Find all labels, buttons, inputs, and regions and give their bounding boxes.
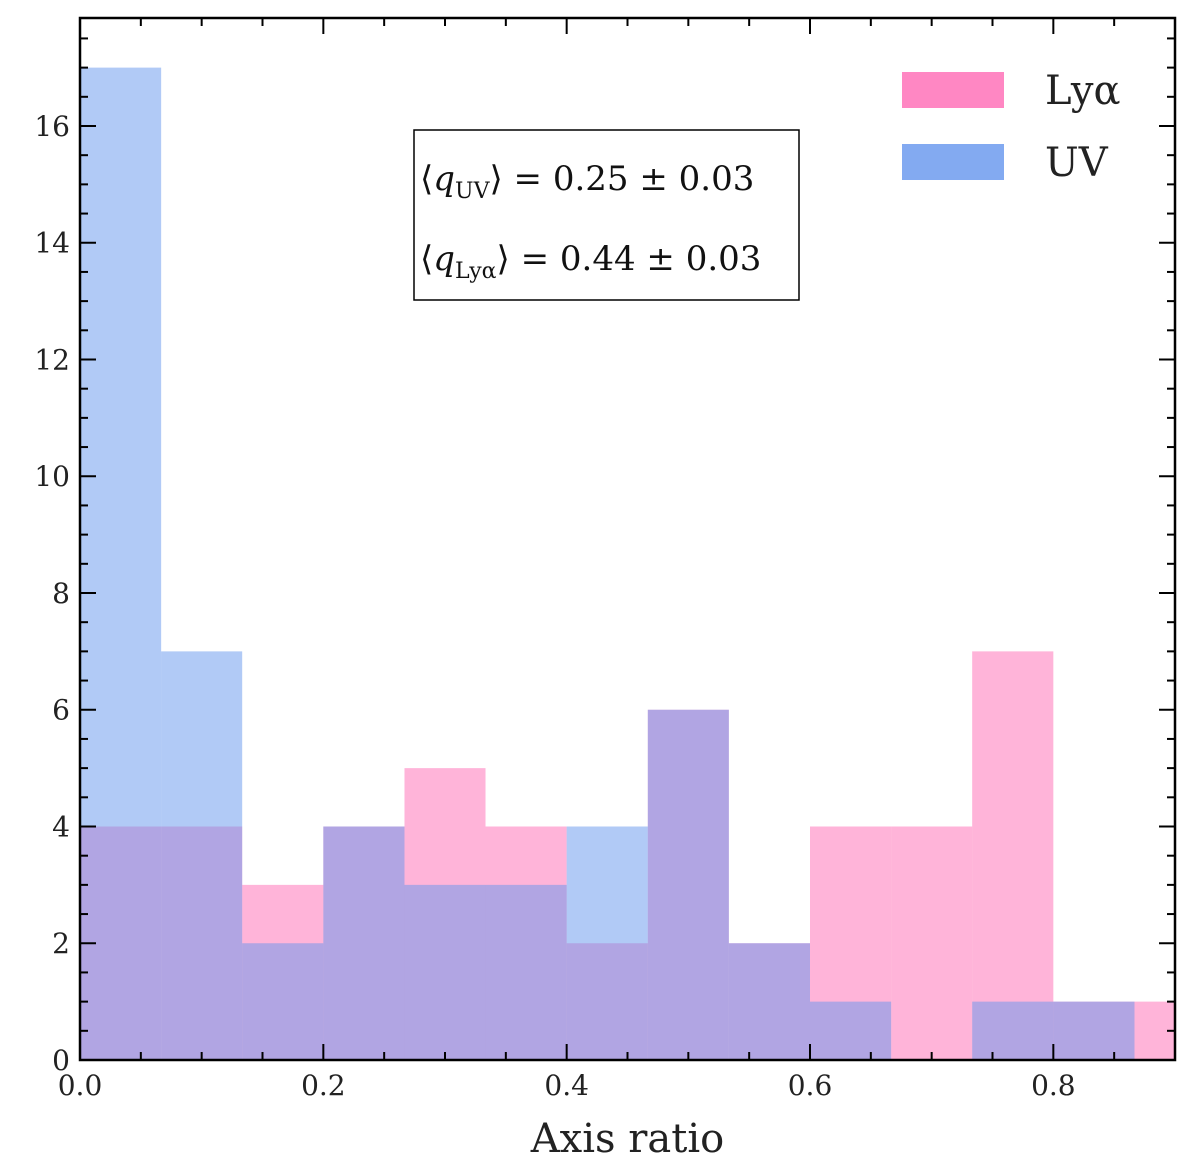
bar-lya-11 (972, 651, 1054, 1060)
bar-uv-6 (566, 826, 648, 1060)
y-tick-label-2: 4 (52, 810, 70, 843)
legend-label-uv: UV (1045, 140, 1109, 186)
bar-lya-10 (891, 826, 973, 1060)
x-tick-label-1: 0.2 (301, 1069, 346, 1102)
axis-ticks (79, 18, 1176, 1061)
bar-uv-0 (80, 67, 162, 1060)
x-tick-label-3: 0.6 (788, 1069, 833, 1102)
y-tick-label-4: 8 (52, 577, 70, 610)
y-tick-label-3: 6 (52, 694, 70, 727)
bar-uv-12 (1053, 1001, 1135, 1060)
y-tick-label-8: 16 (34, 110, 70, 143)
x-tick-label-4: 0.8 (1031, 1069, 1076, 1102)
x-axis-label: Axis ratio (530, 1116, 724, 1162)
tick-labels: 0.0 0.2 0.4 0.6 0.8 0 2 4 6 8 10 12 14 16 (34, 110, 1075, 1102)
bar-uv-1 (161, 651, 243, 1060)
annotation-box: ⟨qUV⟩ = 0.25 ± 0.03 ⟨qLyα⟩ = 0.44 ± 0.03 (413, 129, 800, 301)
bar-uv-7 (647, 709, 729, 1060)
legend: Lyα UV (902, 68, 1120, 186)
y-tick-label-5: 10 (34, 460, 70, 493)
plot-frame (78, 16, 1177, 1062)
bar-uv-5 (485, 884, 567, 1060)
histogram-bars (80, 67, 1175, 1060)
bar-uv-11 (972, 1001, 1054, 1060)
legend-swatch-uv (902, 144, 1004, 180)
legend-swatch-lya (902, 72, 1004, 108)
annotation-frame (413, 129, 800, 301)
y-tick-label-0: 0 (52, 1044, 70, 1077)
bar-uv-8 (728, 943, 810, 1060)
y-tick-label-6: 12 (34, 343, 70, 376)
annotation-mean-uv: ⟨qUV⟩ = 0.25 ± 0.03 (420, 159, 754, 204)
bar-uv-9 (810, 1001, 892, 1060)
y-tick-label-1: 2 (52, 927, 70, 960)
y-tick-label-7: 14 (34, 227, 70, 260)
bar-uv-3 (323, 826, 405, 1060)
bar-uv-4 (404, 884, 486, 1060)
x-tick-label-0: 0.0 (58, 1069, 103, 1102)
annotation-mean-lya: ⟨qLyα⟩ = 0.44 ± 0.03 (420, 239, 761, 284)
bar-uv-2 (242, 943, 324, 1060)
legend-label-lya: Lyα (1045, 68, 1120, 114)
x-tick-label-2: 0.4 (544, 1069, 589, 1102)
